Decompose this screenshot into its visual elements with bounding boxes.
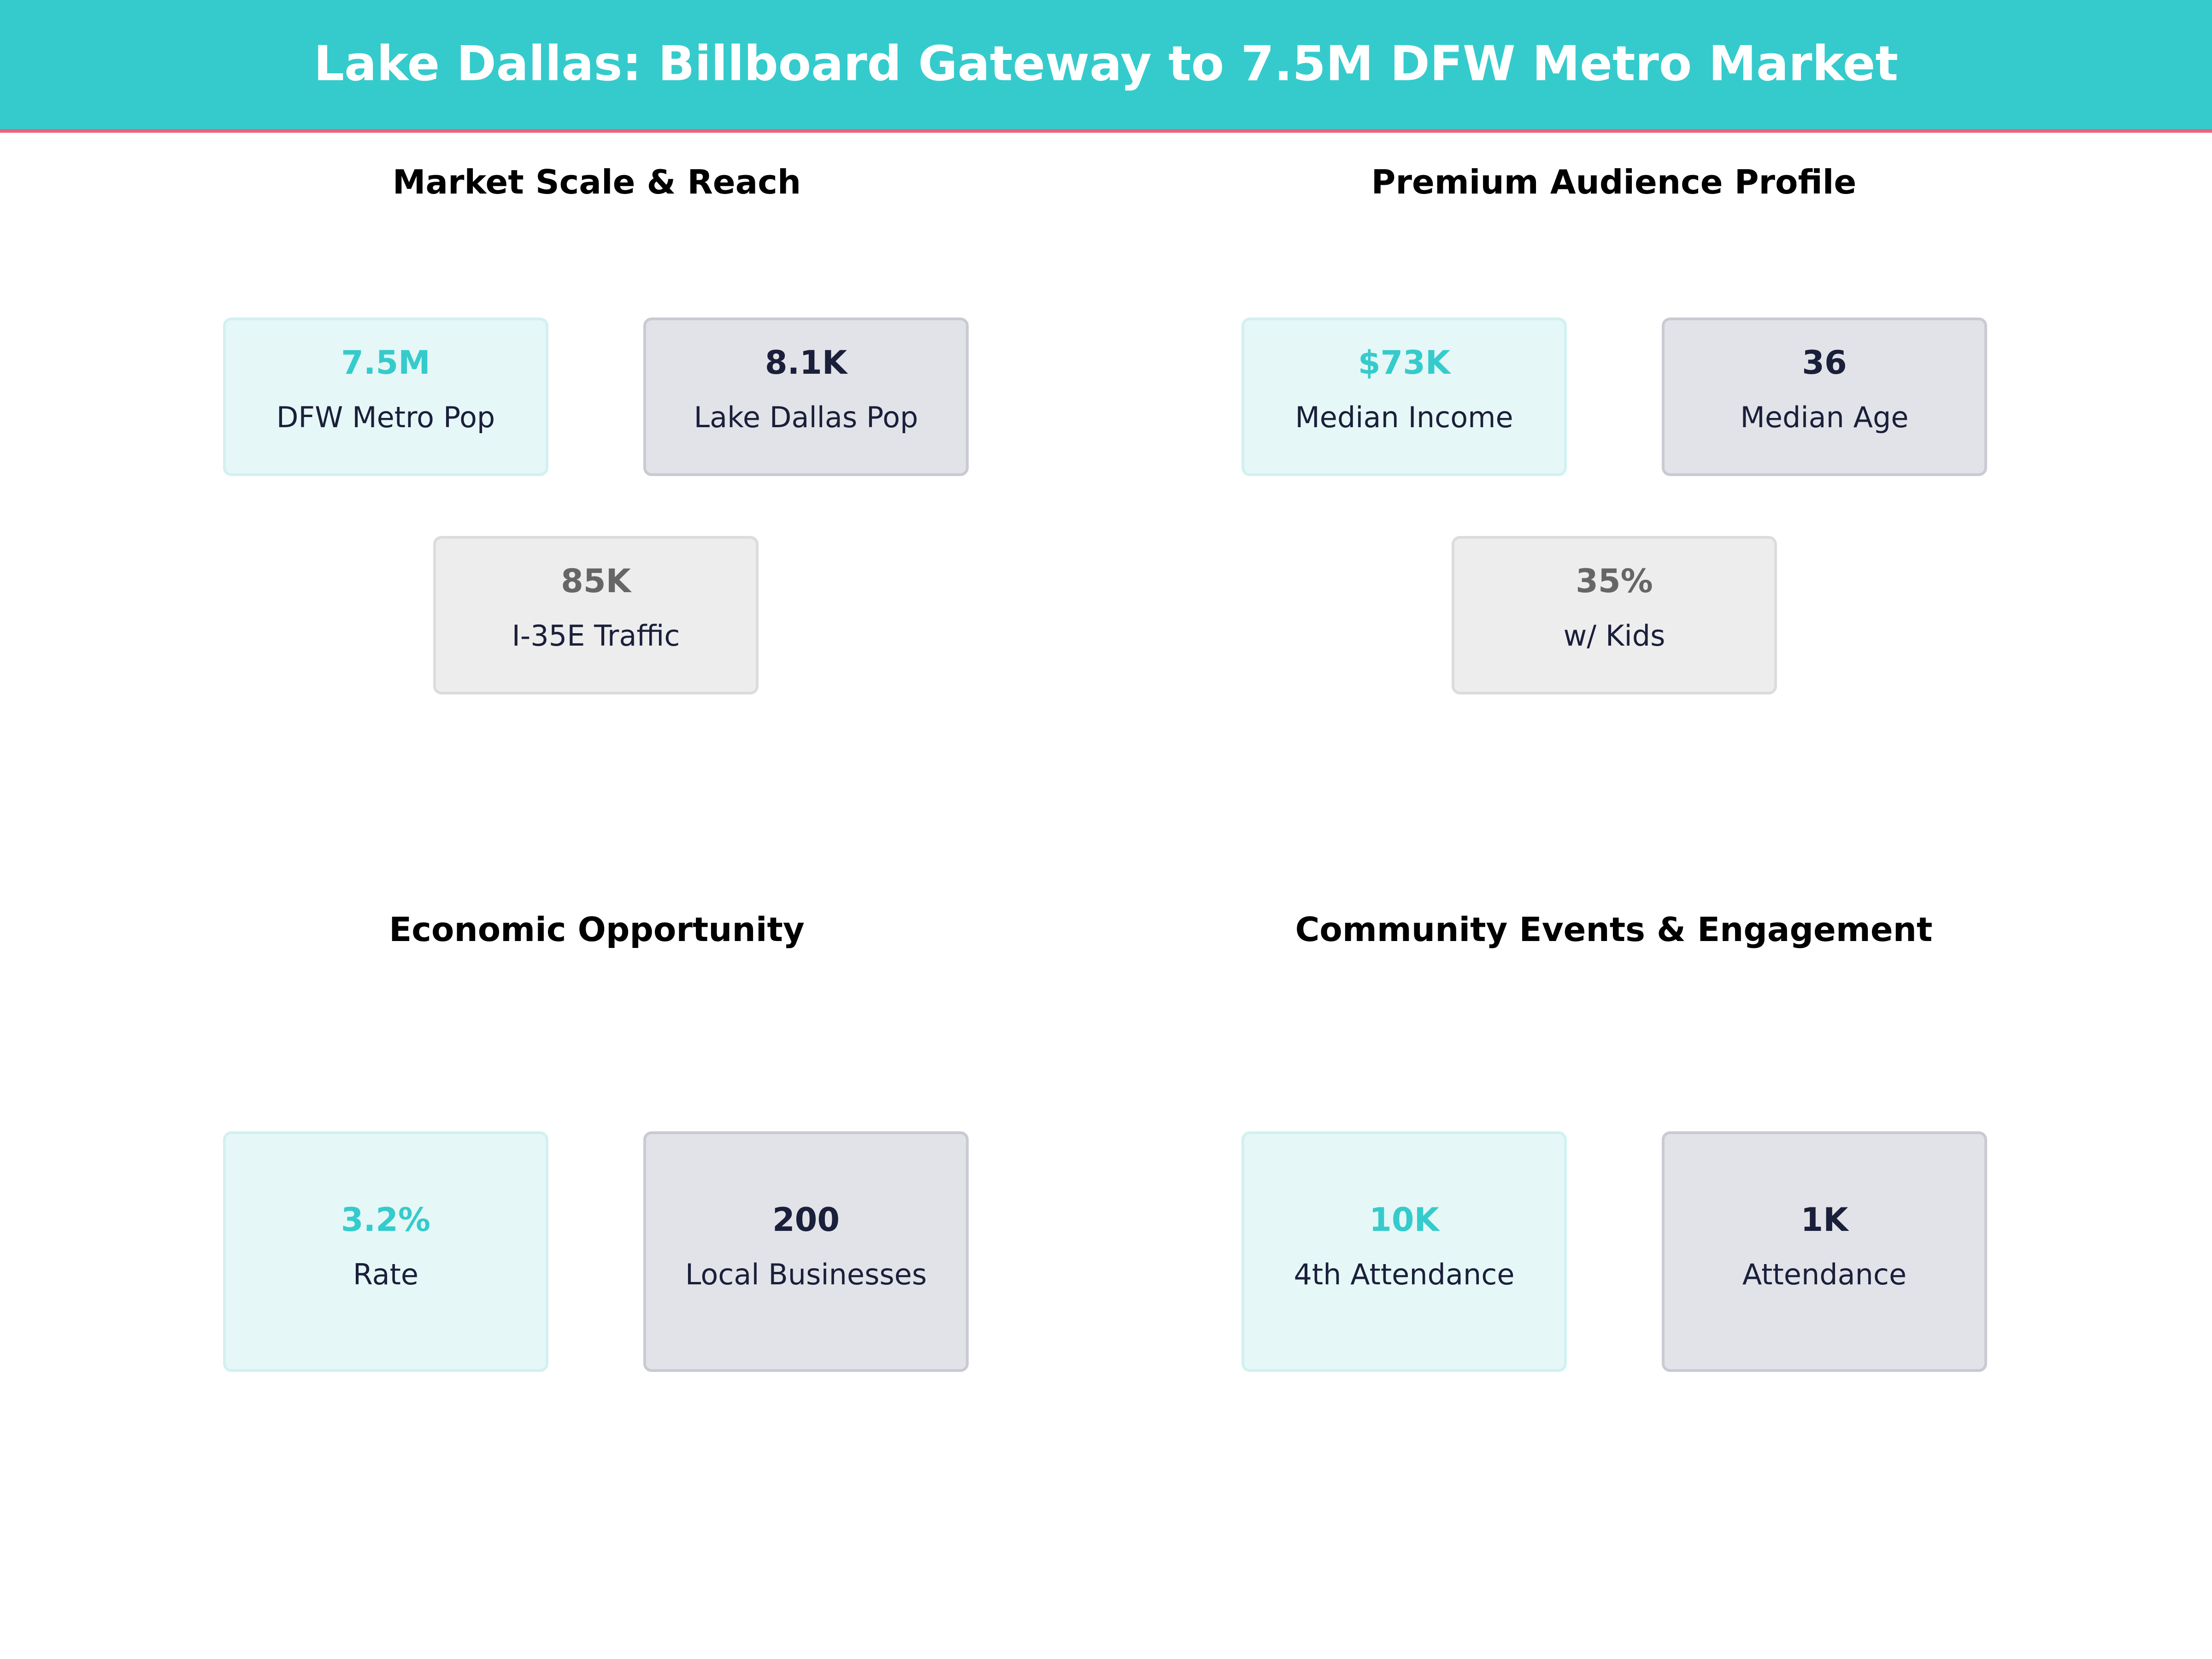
stat-value: 3.2% (341, 1201, 431, 1239)
stat-card-4th-attendance: 10K 4th Attendance (1241, 1131, 1567, 1372)
header-divider (0, 129, 2212, 133)
stat-value: 7.5M (341, 344, 430, 382)
stat-card-dfw-metro-pop: 7.5M DFW Metro Pop (223, 318, 548, 476)
stat-card-lake-dallas-pop: 8.1K Lake Dallas Pop (643, 318, 969, 476)
stat-label: I-35E Traffic (512, 619, 680, 653)
stat-value: 10K (1369, 1201, 1439, 1239)
stat-card-rate: 3.2% Rate (223, 1131, 548, 1372)
stat-value: 36 (1802, 344, 1847, 382)
stat-value: 35% (1576, 562, 1653, 600)
page-title: Lake Dallas: Billboard Gateway to 7.5M D… (313, 35, 1899, 92)
stat-card-i35e-traffic: 85K I-35E Traffic (433, 536, 759, 694)
stat-value: 200 (772, 1201, 840, 1239)
stat-label: 4th Attendance (1294, 1258, 1515, 1291)
section-title-community-events: Community Events & Engagement (1295, 910, 1933, 949)
stat-card-attendance: 1K Attendance (1662, 1131, 1987, 1372)
stat-card-median-age: 36 Median Age (1662, 318, 1987, 476)
stat-label: Local Businesses (685, 1258, 927, 1291)
stat-label: Lake Dallas Pop (694, 400, 918, 434)
stat-card-with-kids: 35% w/ Kids (1452, 536, 1777, 694)
section-title-economic-opportunity: Economic Opportunity (389, 910, 805, 949)
stat-value: 8.1K (765, 344, 847, 382)
stat-label: Attendance (1742, 1258, 1907, 1291)
section-title-market-scale: Market Scale & Reach (392, 163, 801, 201)
section-title-audience-profile: Premium Audience Profile (1371, 163, 1857, 201)
stat-label: w/ Kids (1563, 619, 1665, 653)
stat-card-median-income: $73K Median Income (1241, 318, 1567, 476)
stat-value: 85K (561, 562, 631, 600)
header-banner (0, 0, 2212, 130)
stat-label: DFW Metro Pop (276, 400, 495, 434)
stat-value: 1K (1800, 1201, 1848, 1239)
stat-label: Median Age (1740, 400, 1909, 434)
stat-label: Median Income (1295, 400, 1513, 434)
stat-value: $73K (1358, 344, 1451, 382)
stat-card-local-businesses: 200 Local Businesses (643, 1131, 969, 1372)
stat-label: Rate (353, 1258, 419, 1291)
